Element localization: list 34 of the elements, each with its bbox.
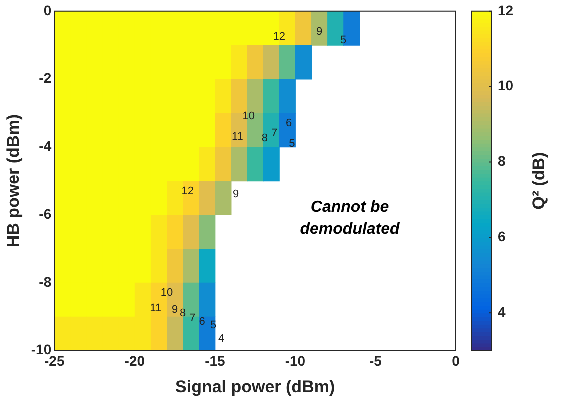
color-bar-label: 12 [498, 2, 514, 18]
x-tick-label: -15 [205, 353, 226, 370]
annotation: 6 [199, 316, 206, 328]
color-bar-label: 10 [498, 78, 514, 94]
annotation: 11 [150, 302, 162, 314]
color-bar-label: 6 [498, 228, 506, 245]
x-tick-label: -20 [124, 353, 146, 370]
y-axis-title: HB power (dBm) [4, 114, 23, 248]
annotation: 5 [289, 138, 296, 150]
annotation: 7 [272, 128, 278, 140]
y-tick-label: 0 [44, 2, 52, 18]
annotation: 5 [340, 34, 347, 46]
x-tick-label: -10 [285, 353, 306, 370]
x-tick-label: 0 [452, 353, 460, 370]
annotation: 12 [273, 31, 286, 44]
annotation: 12 [182, 185, 194, 198]
annotation: 9 [172, 304, 178, 316]
y-tick-label: -2 [39, 70, 52, 86]
annotation: 4 [218, 332, 225, 345]
color-bar-label: 8 [498, 153, 506, 170]
annotation: Cannot be demodulated [300, 198, 402, 238]
y-tick-label: -4 [39, 138, 52, 154]
annotation: 7 [190, 312, 196, 325]
annotation: 9 [232, 188, 240, 201]
x-axis-title: Signal power (dBm) [176, 377, 336, 396]
x-tick-label: -5 [370, 353, 382, 370]
annotation: 9 [316, 26, 323, 38]
y-tick-label: -8 [39, 274, 52, 290]
annotation: 10 [160, 287, 174, 300]
annotation: 11 [232, 131, 244, 144]
annotation: 6 [286, 117, 292, 130]
color-bar-label: 4 [498, 304, 506, 320]
color-bar-title: Q² (dB) [530, 152, 549, 210]
y-tick-label: -6 [39, 206, 52, 222]
